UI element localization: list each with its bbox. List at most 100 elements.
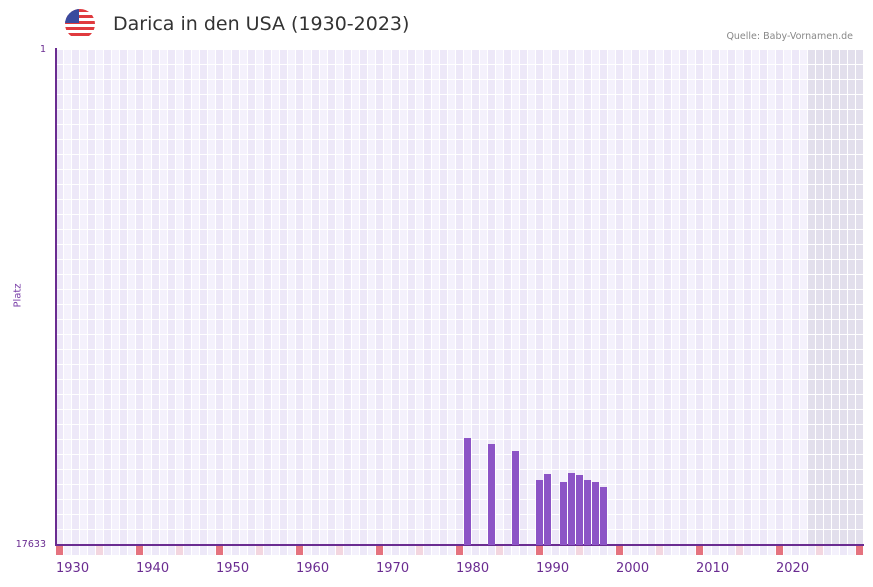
- grid-cell: [552, 260, 559, 274]
- grid-cell: [344, 425, 351, 439]
- grid-cell: [832, 530, 839, 544]
- grid-cell: [456, 110, 463, 124]
- grid-cell: [368, 80, 375, 94]
- grid-cell: [296, 155, 303, 169]
- grid-cell: [600, 185, 607, 199]
- grid-cell: [496, 95, 503, 109]
- grid-cell: [176, 170, 183, 184]
- grid-cell: [104, 230, 111, 244]
- grid-cell: [248, 200, 255, 214]
- grid-cell: [104, 350, 111, 364]
- grid-cell: [280, 425, 287, 439]
- year-marker: [384, 546, 391, 555]
- grid-cell: [440, 65, 447, 79]
- grid-cell: [224, 395, 231, 409]
- source-link[interactable]: Quelle: Baby-Vornamen.de: [726, 31, 853, 42]
- grid-cell: [272, 500, 279, 514]
- grid-cell: [56, 530, 63, 544]
- grid-cell: [648, 485, 655, 499]
- grid-cell: [760, 185, 767, 199]
- grid-cell: [296, 365, 303, 379]
- grid-cell: [816, 335, 823, 349]
- grid-cell: [256, 410, 263, 424]
- grid-cell: [120, 170, 127, 184]
- grid-cell: [424, 365, 431, 379]
- grid-cell: [608, 425, 615, 439]
- grid-cell: [768, 425, 775, 439]
- bar-1981[interactable]: [464, 437, 471, 545]
- bar-1991[interactable]: [544, 473, 551, 545]
- grid-cell: [712, 515, 719, 529]
- grid-cell: [280, 455, 287, 469]
- grid-cell: [336, 500, 343, 514]
- grid-cell: [536, 80, 543, 94]
- grid-cell: [240, 500, 247, 514]
- grid-cell: [464, 275, 471, 289]
- grid-cell: [64, 50, 71, 64]
- bar-1994[interactable]: [568, 472, 575, 545]
- bar-1998[interactable]: [600, 486, 607, 545]
- grid-cell: [672, 455, 679, 469]
- grid-cell: [360, 290, 367, 304]
- grid-cell: [320, 50, 327, 64]
- grid-cell: [536, 245, 543, 259]
- grid-cell: [192, 470, 199, 484]
- grid-cell: [272, 335, 279, 349]
- grid-cell: [256, 125, 263, 139]
- grid-cell: [696, 155, 703, 169]
- grid-cell: [656, 95, 663, 109]
- bar-1984[interactable]: [488, 443, 495, 545]
- grid-cell: [560, 80, 567, 94]
- grid-cell: [408, 320, 415, 334]
- grid-cell: [672, 245, 679, 259]
- grid-cell: [312, 110, 319, 124]
- grid-cell: [792, 65, 799, 79]
- grid-cell: [400, 275, 407, 289]
- grid-cell: [576, 125, 583, 139]
- grid-cell: [680, 125, 687, 139]
- grid-cell: [192, 185, 199, 199]
- grid-cell: [112, 425, 119, 439]
- grid-cell: [400, 485, 407, 499]
- grid-cell: [424, 530, 431, 544]
- grid-cell: [304, 275, 311, 289]
- grid-cell: [384, 485, 391, 499]
- bar-1997[interactable]: [592, 481, 599, 545]
- grid-cell: [136, 95, 143, 109]
- grid-cell: [104, 200, 111, 214]
- grid-cell: [152, 125, 159, 139]
- grid-cell: [680, 425, 687, 439]
- grid-cell: [616, 335, 623, 349]
- grid-cell: [536, 155, 543, 169]
- grid-cell: [464, 50, 471, 64]
- grid-cell: [224, 140, 231, 154]
- grid-cell: [816, 290, 823, 304]
- grid-cell: [568, 185, 575, 199]
- grid-cell: [536, 380, 543, 394]
- grid-cell: [712, 350, 719, 364]
- grid-cell: [712, 500, 719, 514]
- grid-cell: [280, 440, 287, 454]
- grid-cell: [136, 125, 143, 139]
- grid-cell: [720, 305, 727, 319]
- bar-1996[interactable]: [584, 479, 591, 545]
- grid-cell: [728, 335, 735, 349]
- grid-cell: [64, 410, 71, 424]
- bar-1990[interactable]: [536, 479, 543, 545]
- grid-cell: [216, 530, 223, 544]
- bar-1987[interactable]: [512, 450, 519, 545]
- grid-cell: [832, 440, 839, 454]
- grid-cell: [648, 245, 655, 259]
- grid-cell: [384, 335, 391, 349]
- grid-cell: [528, 530, 535, 544]
- grid-cell: [408, 110, 415, 124]
- year-marker: [88, 546, 95, 555]
- grid-cell: [720, 125, 727, 139]
- grid-cell: [368, 185, 375, 199]
- grid-cell: [64, 185, 71, 199]
- bar-1995[interactable]: [576, 474, 583, 545]
- grid-cell: [240, 485, 247, 499]
- grid-cell: [128, 455, 135, 469]
- bar-1993[interactable]: [560, 481, 567, 545]
- grid-cell: [256, 470, 263, 484]
